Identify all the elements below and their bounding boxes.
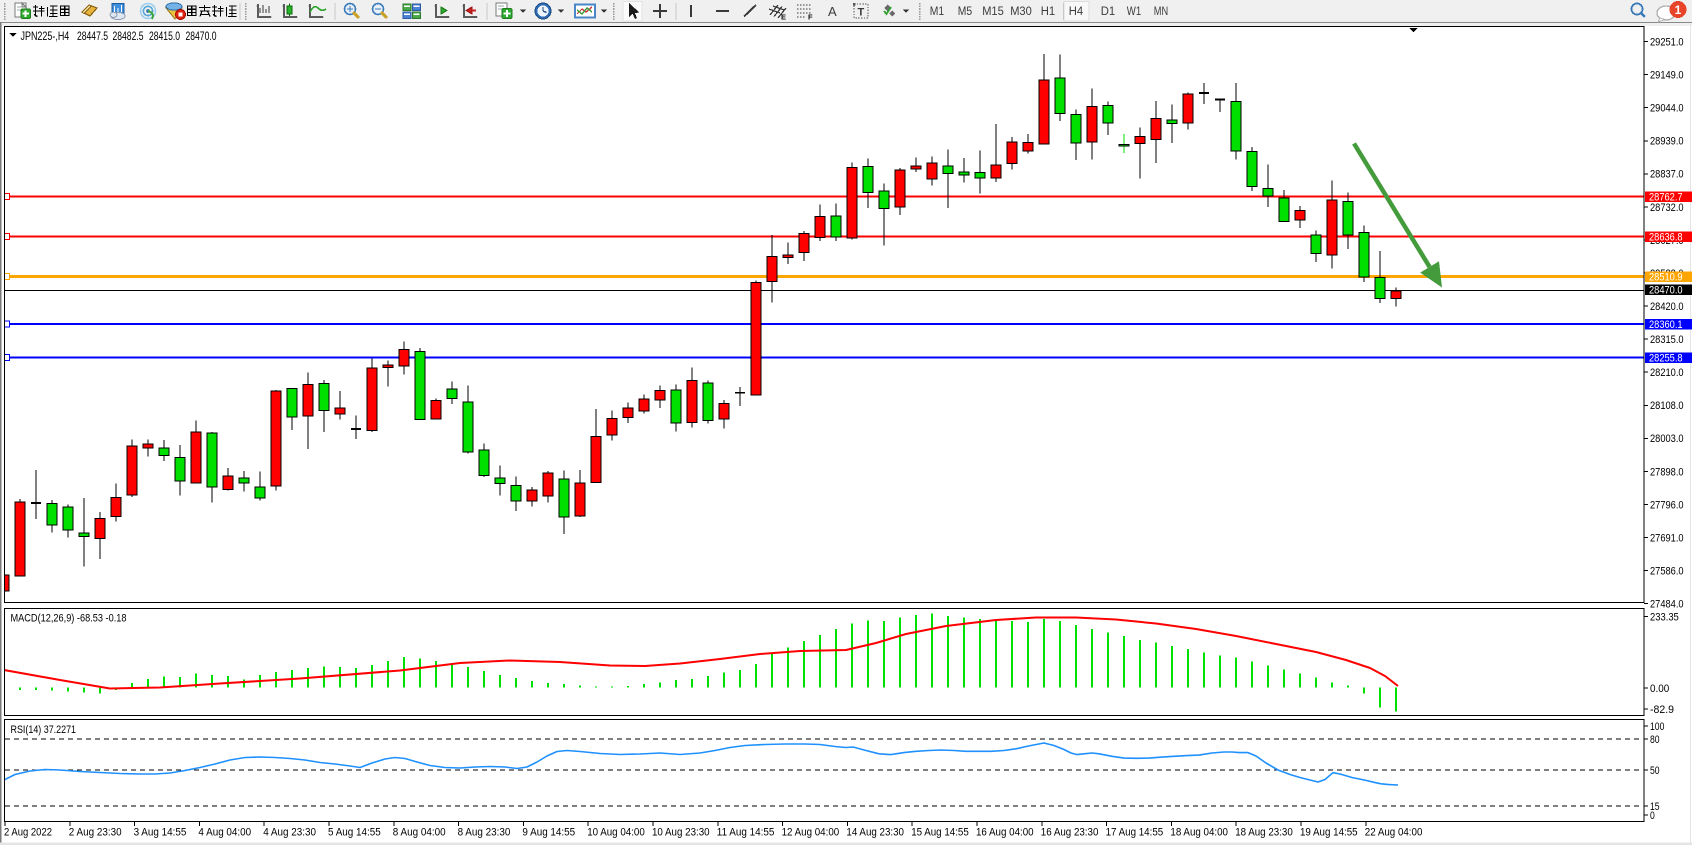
svg-text:28939.0: 28939.0: [1650, 136, 1684, 148]
svg-text:28732.0: 28732.0: [1650, 202, 1684, 214]
svg-text:M5: M5: [958, 6, 972, 18]
svg-text:28837.0: 28837.0: [1650, 169, 1684, 181]
svg-text:RSI(14) 37.2271: RSI(14) 37.2271: [11, 724, 77, 736]
svg-text:4 Aug 04:00: 4 Aug 04:00: [198, 827, 251, 839]
svg-text:MACD(12,26,9) -68.53 -0.18: MACD(12,26,9) -68.53 -0.18: [11, 613, 127, 625]
svg-text:2 Aug 2022: 2 Aug 2022: [4, 827, 52, 839]
svg-text:22 Aug 04:00: 22 Aug 04:00: [1365, 827, 1423, 839]
svg-text:28482.5: 28482.5: [113, 29, 144, 43]
svg-text:28510.9: 28510.9: [1649, 272, 1683, 284]
svg-text:17 Aug 14:55: 17 Aug 14:55: [1106, 827, 1164, 839]
svg-text:8 Aug 04:00: 8 Aug 04:00: [393, 827, 446, 839]
svg-text:1: 1: [1675, 3, 1682, 17]
svg-text:28415.0: 28415.0: [149, 29, 180, 43]
svg-text:12 Aug 04:00: 12 Aug 04:00: [782, 827, 840, 839]
svg-text:9 Aug 14:55: 9 Aug 14:55: [522, 827, 575, 839]
svg-text:10 Aug 23:30: 10 Aug 23:30: [652, 827, 710, 839]
svg-text:27898.0: 27898.0: [1650, 466, 1684, 478]
svg-text:28210.0: 28210.0: [1650, 367, 1684, 379]
svg-text:28420.0: 28420.0: [1650, 301, 1684, 313]
svg-text:28470.0: 28470.0: [186, 29, 217, 43]
svg-text:27691.0: 27691.0: [1650, 532, 1684, 544]
svg-text:14 Aug 23:30: 14 Aug 23:30: [846, 827, 904, 839]
svg-text:29044.0: 29044.0: [1650, 103, 1684, 115]
svg-text:F: F: [808, 13, 813, 22]
svg-text:JPN225-,H4: JPN225-,H4: [21, 29, 70, 43]
svg-text:15: 15: [1650, 801, 1660, 813]
svg-text:0: 0: [1650, 810, 1655, 822]
svg-text:80: 80: [1650, 734, 1660, 746]
svg-text:28762.7: 28762.7: [1649, 192, 1683, 204]
svg-text:M1: M1: [930, 6, 944, 18]
svg-text:0.00: 0.00: [1650, 683, 1669, 695]
svg-text:16 Aug 23:30: 16 Aug 23:30: [1041, 827, 1099, 839]
svg-text:27796.0: 27796.0: [1650, 499, 1684, 511]
svg-text:A: A: [828, 4, 837, 19]
svg-text:MN: MN: [1154, 6, 1168, 18]
svg-text:19 Aug 14:55: 19 Aug 14:55: [1300, 827, 1358, 839]
svg-text:3 Aug 14:55: 3 Aug 14:55: [134, 827, 187, 839]
svg-text:100: 100: [1650, 721, 1664, 733]
svg-text:28315.0: 28315.0: [1650, 334, 1684, 346]
svg-text:28470.0: 28470.0: [1649, 285, 1683, 297]
svg-text:27484.0: 27484.0: [1650, 599, 1684, 611]
svg-text:W1: W1: [1127, 6, 1141, 18]
svg-text:E: E: [781, 13, 786, 22]
svg-text:16 Aug 04:00: 16 Aug 04:00: [976, 827, 1034, 839]
svg-text:28108.0: 28108.0: [1650, 400, 1684, 412]
svg-text:28636.8: 28636.8: [1649, 232, 1683, 244]
svg-text:50: 50: [1650, 765, 1660, 777]
svg-text:29149.0: 29149.0: [1650, 70, 1684, 82]
svg-text:233.35: 233.35: [1650, 611, 1679, 623]
svg-text:M30: M30: [1010, 6, 1032, 18]
svg-text:5 Aug 14:55: 5 Aug 14:55: [328, 827, 381, 839]
svg-text:10 Aug 04:00: 10 Aug 04:00: [587, 827, 645, 839]
svg-text:18 Aug 23:30: 18 Aug 23:30: [1235, 827, 1293, 839]
svg-text:2 Aug 23:30: 2 Aug 23:30: [69, 827, 122, 839]
svg-text:27586.0: 27586.0: [1650, 566, 1684, 578]
svg-text:M15: M15: [982, 6, 1004, 18]
svg-text:H4: H4: [1069, 6, 1084, 18]
svg-text:8 Aug 23:30: 8 Aug 23:30: [458, 827, 511, 839]
svg-text:29251.0: 29251.0: [1650, 37, 1684, 49]
svg-text:4 Aug 23:30: 4 Aug 23:30: [263, 827, 316, 839]
svg-text:28003.0: 28003.0: [1650, 433, 1684, 445]
svg-text:28447.5: 28447.5: [77, 29, 108, 43]
svg-text:-82.9: -82.9: [1650, 704, 1674, 716]
svg-text:28360.1: 28360.1: [1649, 319, 1683, 331]
svg-text:D1: D1: [1101, 6, 1115, 18]
svg-text:28255.8: 28255.8: [1649, 353, 1683, 365]
svg-text:15 Aug 14:55: 15 Aug 14:55: [911, 827, 969, 839]
svg-text:11 Aug 14:55: 11 Aug 14:55: [717, 827, 775, 839]
svg-text:T: T: [858, 7, 865, 19]
svg-text:18 Aug 04:00: 18 Aug 04:00: [1170, 827, 1228, 839]
svg-text:H1: H1: [1041, 6, 1055, 18]
